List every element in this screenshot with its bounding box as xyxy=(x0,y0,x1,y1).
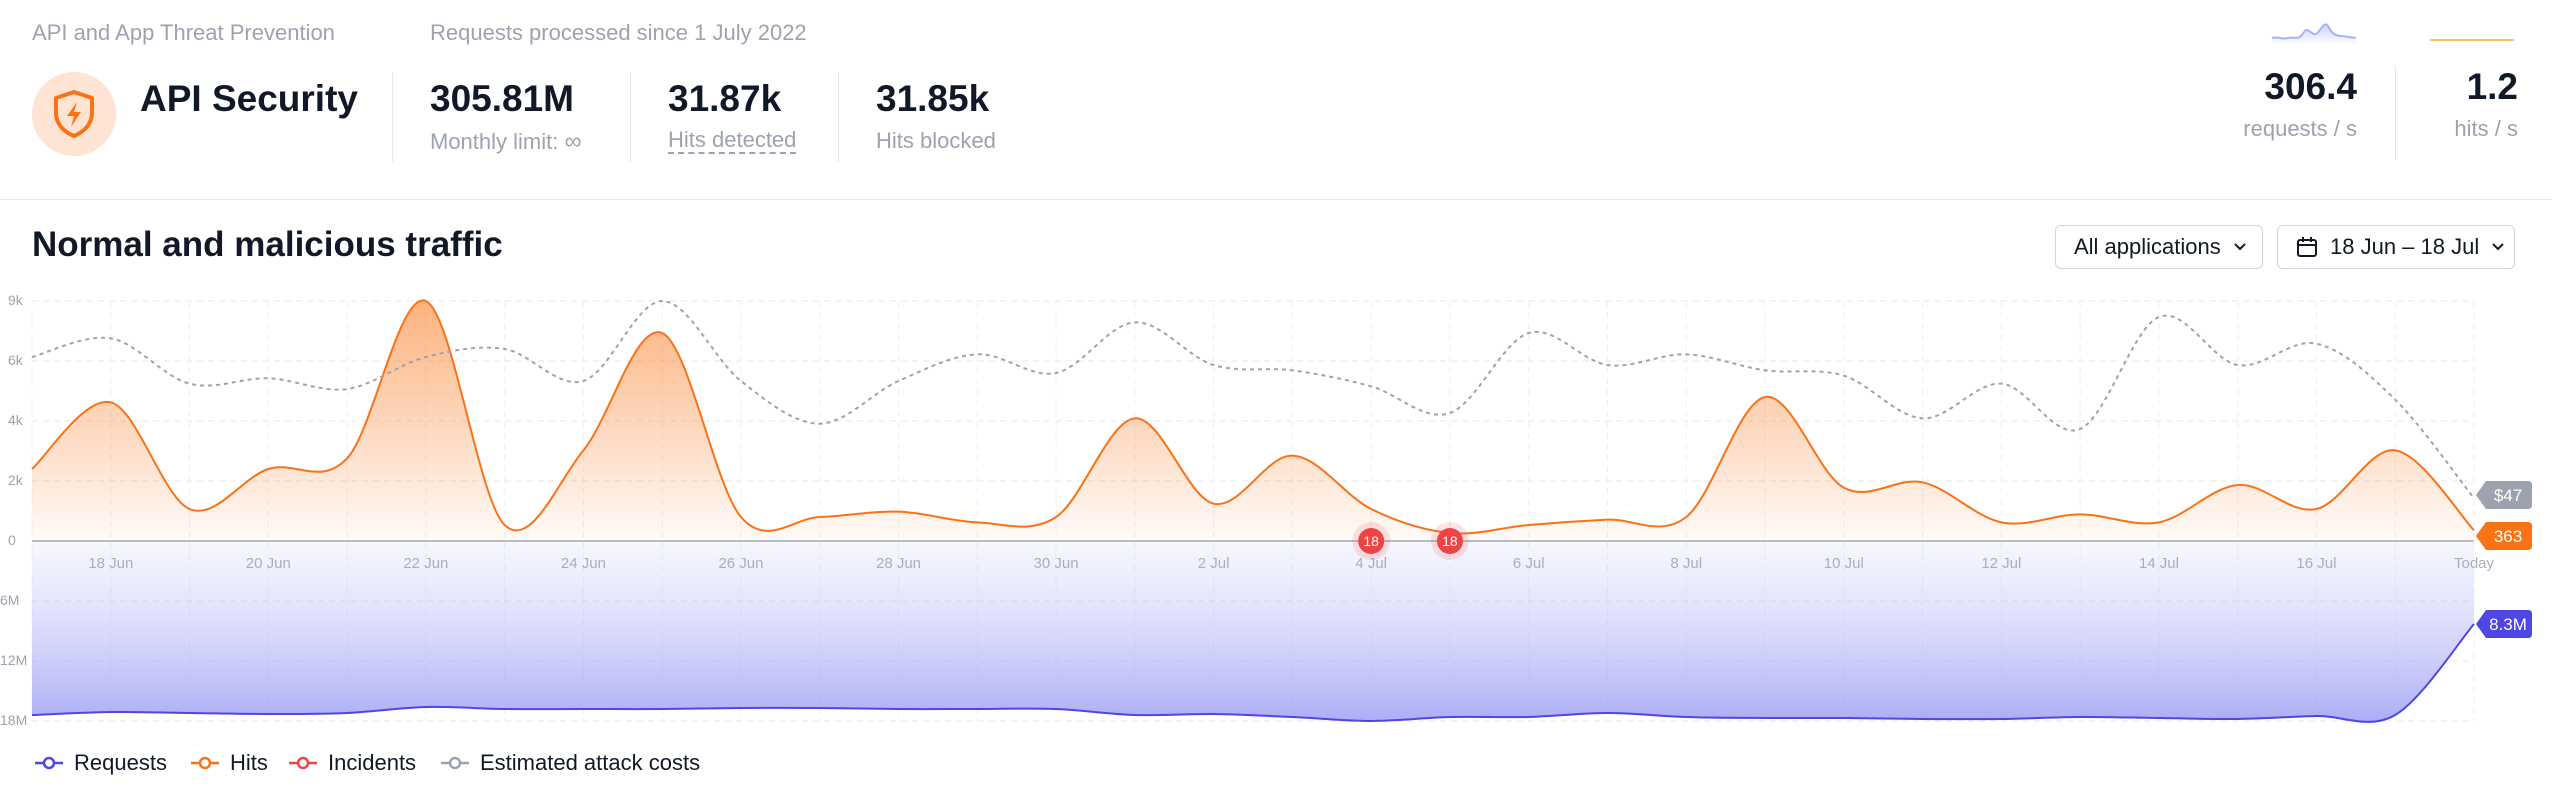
y-tick-label: 6k xyxy=(8,352,24,368)
legend-item-requests[interactable]: Requests xyxy=(34,748,167,778)
chevron-down-icon xyxy=(2234,243,2246,251)
requests-line xyxy=(31,623,2475,723)
product-name: API Security xyxy=(140,78,358,119)
y-tick-label: 4k xyxy=(8,412,24,428)
y-tick-label: 6M xyxy=(0,592,19,608)
y-tick-label: 12M xyxy=(0,652,27,668)
requests-caption: Requests processed since 1 July 2022 xyxy=(430,20,807,45)
attack-costs-end-tag xyxy=(2476,481,2532,509)
attack-costs-end-tag-label: $47 xyxy=(2494,486,2522,505)
x-tick-label: 24 Jun xyxy=(561,555,606,572)
hits-detected-link[interactable]: Hits detected xyxy=(668,127,797,154)
page-subtitle: API and App Threat Prevention xyxy=(32,20,335,45)
shield-bolt-icon xyxy=(54,90,94,138)
x-tick-label: 16 Jul xyxy=(2296,555,2336,572)
requests-rate-label: requests / s xyxy=(2243,116,2357,141)
hits-end-tag xyxy=(2476,522,2532,550)
product-icon-badge xyxy=(32,72,116,156)
date-range-label: 18 Jun – 18 Jul xyxy=(2330,234,2480,259)
x-tick-label: 4 Jul xyxy=(1355,555,1387,572)
legend-label: Requests xyxy=(74,750,167,775)
legend-marker-costs xyxy=(441,756,469,770)
monthly-limit-label: Monthly limit: ∞ xyxy=(430,128,582,155)
hits-area xyxy=(32,300,2474,541)
x-tick-label: 26 Jun xyxy=(718,555,763,572)
hits-sparkline xyxy=(2430,39,2514,41)
y-tick-label: 0 xyxy=(8,532,16,548)
legend-label: Estimated attack costs xyxy=(480,750,701,775)
x-tick-label: 12 Jul xyxy=(1981,555,2021,572)
hits-rate-value: 1.2 xyxy=(2466,66,2518,107)
x-tick-label: 18 Jun xyxy=(88,555,133,572)
calendar-icon xyxy=(2297,237,2317,257)
incident-marker xyxy=(1436,528,1463,554)
x-tick-label: 28 Jun xyxy=(876,555,921,572)
incident-count: 18 xyxy=(1442,533,1458,549)
x-tick-label: Today xyxy=(2454,555,2495,572)
date-range-picker[interactable]: 18 Jun – 18 Jul xyxy=(2277,225,2515,269)
legend-label: Incidents xyxy=(328,750,417,775)
hits-blocked-value: 31.85k xyxy=(876,78,990,119)
legend-item-costs[interactable]: Estimated attack costs xyxy=(440,748,700,778)
requests-end-tag xyxy=(2476,610,2532,638)
traffic-chart: 9k 6k 4k 2k 0 6M 12M 18M 18 Jun 20 Jun 22 Jun 24 Ju… xyxy=(0,292,2532,728)
incident-count: 18 xyxy=(1363,533,1379,549)
x-tick-label: 14 Jul xyxy=(2139,555,2179,572)
section-title: Normal and malicious traffic xyxy=(32,225,503,264)
requests-sparkline xyxy=(2271,23,2357,44)
x-tick-label: 22 Jun xyxy=(403,555,448,572)
y-tick-label: 2k xyxy=(8,472,24,488)
legend-marker-incidents xyxy=(289,756,317,770)
applications-filter-label: All applications xyxy=(2074,234,2221,259)
hits-blocked-label: Hits blocked xyxy=(876,128,996,153)
legend-marker-requests xyxy=(35,756,63,770)
x-tick-label: 8 Jul xyxy=(1670,555,1702,572)
incident-marker xyxy=(1358,528,1385,554)
legend-item-incidents[interactable]: Incidents xyxy=(288,748,416,778)
x-tick-label: 20 Jun xyxy=(246,555,291,572)
y-tick-label: 9k xyxy=(8,292,24,308)
hits-rate-label: hits / s xyxy=(2454,116,2518,141)
hits-detected-value: 31.87k xyxy=(668,78,782,119)
x-tick-label: 2 Jul xyxy=(1198,555,1230,572)
requests-end-tag-label: 8.3M xyxy=(2489,615,2527,634)
legend-item-hits[interactable]: Hits xyxy=(190,748,268,778)
infinity-symbol: ∞ xyxy=(564,128,582,155)
requests-area xyxy=(32,541,2474,722)
requests-rate-value: 306.4 xyxy=(2264,66,2357,107)
chevron-down-icon xyxy=(2492,243,2504,251)
applications-filter-dropdown[interactable]: All applications xyxy=(2055,225,2263,269)
x-tick-label: 10 Jul xyxy=(1824,555,1864,572)
legend-label: Hits xyxy=(230,750,268,775)
hits-line xyxy=(31,299,2475,535)
x-tick-label: 6 Jul xyxy=(1513,555,1545,572)
monthly-requests-value: 305.81M xyxy=(430,78,574,119)
y-tick-label: 18M xyxy=(0,712,27,728)
attack-costs-line xyxy=(31,299,2475,499)
hits-end-tag-label: 363 xyxy=(2494,527,2522,546)
legend-marker-hits xyxy=(191,756,219,770)
x-tick-label: 30 Jun xyxy=(1034,555,1079,572)
